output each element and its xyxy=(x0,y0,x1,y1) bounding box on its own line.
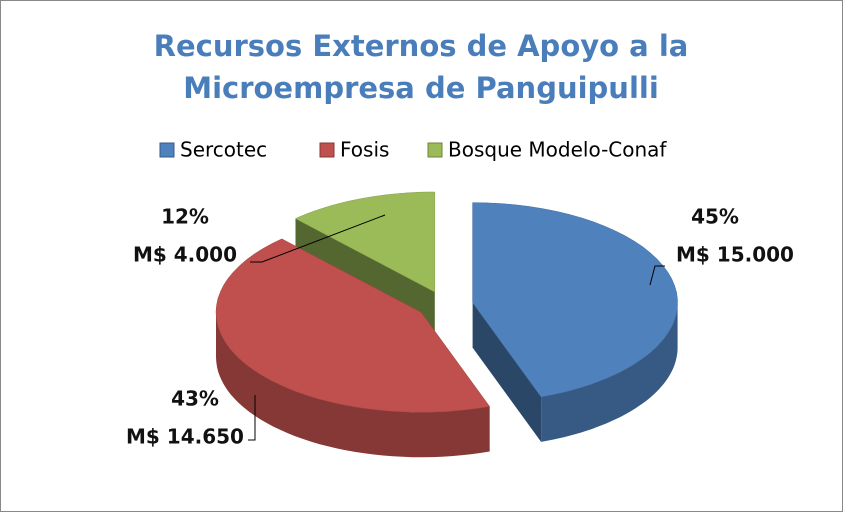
data-label-value: M$ 15.000 xyxy=(676,243,794,267)
slice-side xyxy=(472,302,542,442)
slice xyxy=(472,202,678,398)
legend-label: Bosque Modelo-Conaf xyxy=(448,138,667,162)
chart-title: Microempresa de Panguipulli xyxy=(183,71,659,105)
chart-title: Recursos Externos de Apoyo a la xyxy=(154,29,689,63)
legend-swatch xyxy=(427,142,443,158)
data-label-percent: 43% xyxy=(171,387,219,411)
data-label-value: M$ 4.000 xyxy=(133,243,237,267)
data-label-percent: 12% xyxy=(161,205,209,229)
slice-side xyxy=(541,302,678,442)
data-label-percent: 45% xyxy=(691,205,739,229)
legend-label: Sercotec xyxy=(180,138,267,162)
data-label-value: M$ 14.650 xyxy=(126,425,244,449)
legend-label: Fosis xyxy=(340,138,389,162)
slice xyxy=(215,238,491,413)
slice xyxy=(294,191,436,293)
leader-line xyxy=(250,214,386,263)
leader-line xyxy=(248,395,256,441)
slice-side xyxy=(216,312,490,458)
legend-swatch xyxy=(319,142,335,158)
leader-line xyxy=(649,265,665,286)
legend-swatch xyxy=(159,142,175,158)
